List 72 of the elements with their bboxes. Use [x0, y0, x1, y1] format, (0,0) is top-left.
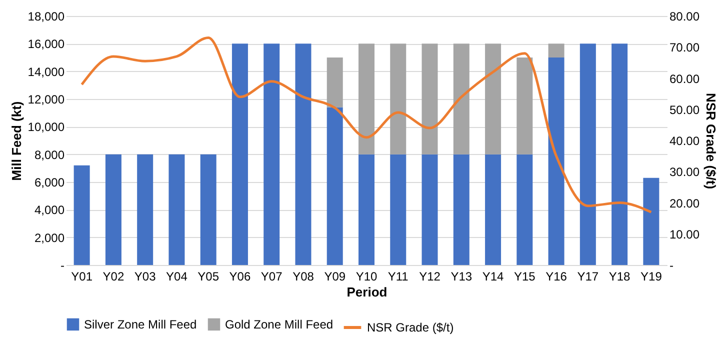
x-tick-label: Y16 — [546, 270, 568, 284]
bar — [485, 44, 502, 154]
x-tick-label: Y18 — [608, 270, 631, 284]
x-tick-label: Y09 — [324, 270, 346, 284]
bar — [390, 44, 406, 154]
x-tick-label: Y03 — [134, 270, 156, 284]
y2-tick-label: 10.00 — [670, 227, 700, 242]
x-tick-label: Y17 — [577, 270, 599, 284]
bar — [516, 58, 533, 154]
x-tick-label: Y04 — [166, 270, 188, 284]
x-tick-label: Y02 — [102, 270, 124, 284]
bar — [358, 44, 374, 154]
y-tick-label: 4,000 — [34, 203, 65, 218]
y2-tick-label: 30.00 — [670, 165, 700, 180]
legend-label: NSR Grade ($/t) — [367, 320, 454, 334]
x-tick-label: Y05 — [198, 270, 220, 284]
bar — [548, 44, 564, 58]
x-tick-label: Y01 — [71, 270, 93, 284]
y-tick-label: - — [60, 258, 64, 272]
bar — [105, 154, 122, 265]
y2-tick-label: - — [670, 258, 674, 272]
y-tick-label: 8,000 — [34, 148, 65, 162]
y2-axis-title: NSR Grade ($/t) — [704, 92, 719, 190]
bar — [295, 44, 312, 265]
bar — [326, 107, 343, 265]
y-axis-title: Mill Feed (kt) — [8, 101, 24, 181]
bar — [422, 44, 438, 154]
x-tick-label: Y08 — [292, 270, 314, 284]
y2-tick-label: 20.00 — [670, 196, 700, 210]
y2-tick-label: 80.00 — [670, 10, 700, 24]
x-tick-label: Y14 — [482, 270, 504, 284]
y2-tick-label: 70.00 — [670, 40, 700, 55]
bar — [453, 154, 470, 265]
bar — [264, 44, 280, 265]
bar — [422, 154, 438, 265]
legend-label: Gold Zone Mill Feed — [225, 317, 334, 332]
bar — [137, 154, 154, 265]
y-tick-label: 12,000 — [28, 92, 65, 106]
bar — [326, 58, 343, 108]
y-tick-label: 6,000 — [34, 176, 65, 190]
bar — [612, 44, 628, 265]
bar — [580, 44, 596, 265]
x-tick-label: Y07 — [260, 270, 283, 284]
y-tick-label: 2,000 — [34, 230, 65, 245]
bar — [453, 44, 470, 154]
legend-label: Silver Zone Mill Feed — [84, 317, 197, 332]
x-tick-label: Y13 — [450, 270, 472, 284]
x-tick-label: Y06 — [229, 270, 251, 284]
x-tick-label: Y15 — [514, 270, 536, 284]
y-tick-label: 10,000 — [28, 120, 65, 134]
bar — [390, 154, 406, 265]
bar — [548, 58, 564, 265]
y-tick-label: 14,000 — [28, 64, 65, 79]
y-tick-label: 18,000 — [28, 10, 65, 24]
y2-tick-label: 50.00 — [670, 102, 700, 117]
bar — [200, 154, 216, 265]
bar — [232, 44, 248, 265]
y2-tick-label: 40.00 — [670, 134, 700, 148]
bar — [643, 178, 660, 265]
line-series — [80, 36, 652, 214]
x-tick-label: Y19 — [640, 270, 662, 284]
x-tick-label: Y10 — [356, 270, 378, 284]
y-tick-label: 16,000 — [28, 37, 65, 52]
bar — [168, 154, 185, 265]
x-axis-title: Period — [346, 284, 388, 300]
bar — [74, 165, 90, 265]
y2-tick-label: 60.00 — [670, 72, 700, 86]
bar — [485, 154, 502, 265]
bar — [516, 154, 533, 265]
bar — [358, 154, 374, 265]
x-tick-label: Y12 — [419, 270, 441, 284]
x-tick-label: Y11 — [388, 270, 409, 284]
